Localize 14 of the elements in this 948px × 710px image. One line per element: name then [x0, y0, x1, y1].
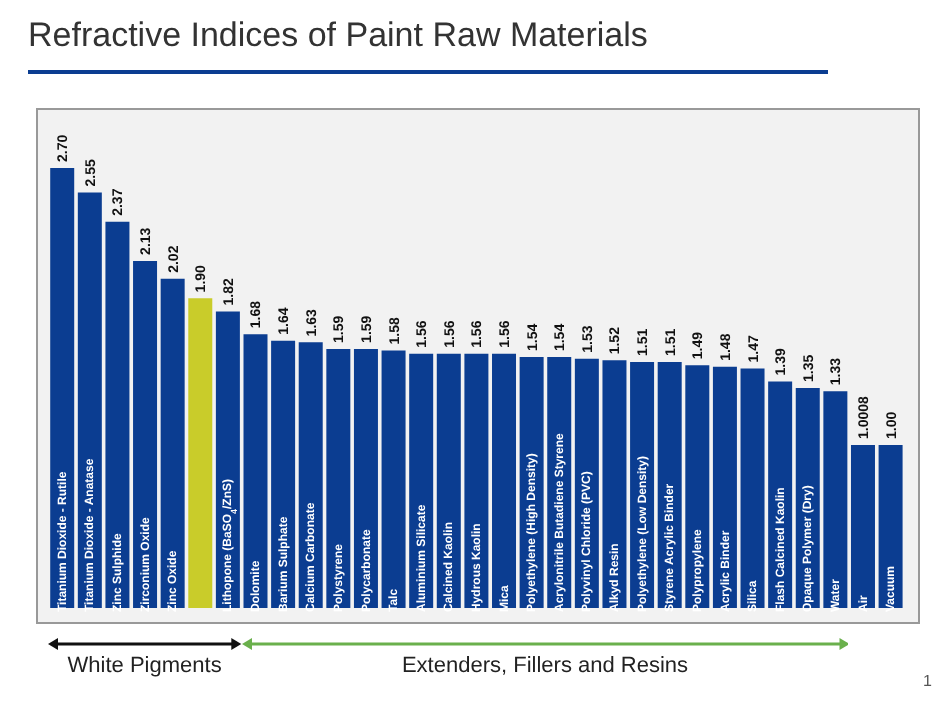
bar [160, 278, 185, 608]
bar [133, 260, 158, 608]
text: 1 [923, 672, 932, 690]
bar [271, 340, 296, 608]
text: Extenders, Fillers and Resins [399, 654, 691, 678]
bar [850, 444, 875, 608]
bar [50, 168, 75, 608]
bar [188, 298, 213, 608]
bar [878, 445, 903, 608]
text: White Pigments [65, 654, 224, 678]
bar [353, 348, 378, 608]
bar [712, 366, 737, 608]
chart-title: Refractive Indices of Paint Raw Materials [28, 16, 648, 56]
bar [492, 353, 517, 608]
